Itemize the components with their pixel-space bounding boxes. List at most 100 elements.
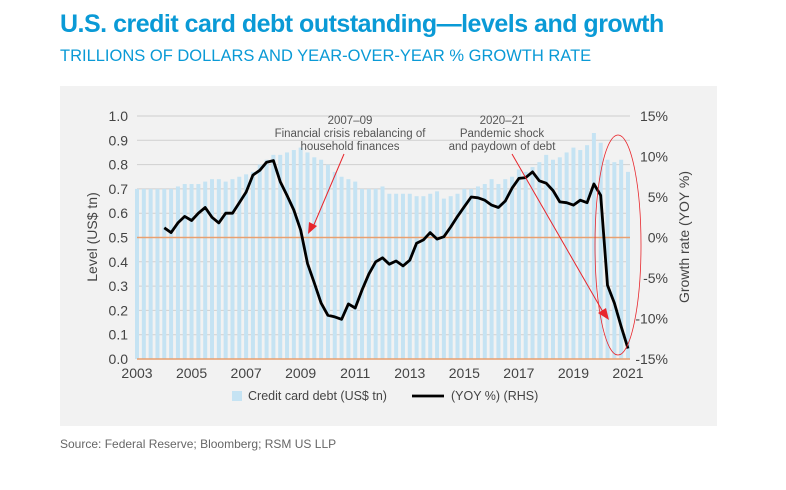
annotation-2-line-2: Pandemic shock: [460, 128, 545, 140]
bar: [605, 159, 610, 359]
bar: [210, 179, 215, 359]
bar: [203, 181, 208, 359]
bar: [407, 193, 412, 359]
y-tick-label: 0.0: [109, 351, 129, 367]
x-tick-label: 2013: [394, 365, 425, 381]
bar: [373, 188, 378, 359]
bar: [612, 162, 617, 359]
annotation-1-line-1: 2007–09: [328, 115, 373, 127]
bar: [353, 181, 358, 359]
bar: [230, 179, 235, 359]
bar: [414, 196, 419, 359]
bar: [435, 191, 440, 359]
bar: [169, 188, 174, 359]
x-tick-label: 2015: [449, 365, 480, 381]
bar: [571, 147, 576, 359]
bar: [462, 188, 467, 359]
annotation-1-arrow: [312, 153, 345, 228]
bar: [380, 186, 385, 359]
bar: [475, 186, 480, 359]
y2-tick-label: -5%: [643, 270, 668, 286]
bar: [332, 171, 337, 359]
x-tick-label: 2021: [612, 365, 643, 381]
legend-bar-label: Credit card debt (US$ tn): [248, 389, 387, 403]
bar: [162, 188, 167, 359]
bar: [360, 188, 365, 359]
bar: [346, 179, 351, 359]
chart-subtitle: TRILLIONS OF DOLLARS AND YEAR-OVER-YEAR …: [60, 47, 592, 65]
x-tick-label: 2005: [176, 365, 207, 381]
bar: [537, 162, 542, 359]
y2-tick-label: -10%: [635, 311, 668, 327]
highlight-ellipse: [594, 134, 642, 356]
y2-tick-label: -15%: [635, 351, 668, 367]
bar: [312, 157, 317, 359]
bar: [544, 154, 549, 359]
bar: [564, 152, 569, 359]
y2-tick-label: 0%: [648, 230, 668, 246]
bar: [441, 198, 446, 359]
bar: [455, 193, 460, 359]
bar: [598, 142, 603, 359]
bar: [189, 184, 194, 359]
bar: [626, 171, 630, 359]
x-tick-label: 2011: [340, 365, 370, 381]
y-tick-label: 1.0: [109, 108, 129, 124]
bar: [591, 133, 596, 359]
bar: [482, 184, 487, 359]
bar: [530, 167, 535, 359]
bar: [394, 193, 399, 359]
bar: [250, 171, 255, 359]
annotation-1-line-3: household finances: [300, 141, 399, 153]
y-tick-label: 0.5: [109, 230, 129, 246]
bar: [298, 147, 303, 359]
bar: [448, 196, 453, 359]
bar: [387, 193, 392, 359]
bar: [135, 188, 139, 359]
annotation-2-line-3: and paydown of debt: [449, 141, 557, 153]
bar: [400, 193, 405, 359]
bar: [585, 145, 590, 359]
y-tick-label: 0.4: [109, 254, 129, 270]
y-tick-label: 0.8: [109, 157, 129, 173]
bar: [619, 159, 624, 359]
bar: [557, 157, 562, 359]
y2-tick-label: 5%: [648, 189, 668, 205]
bar: [421, 196, 426, 359]
x-tick-label: 2003: [121, 365, 152, 381]
bar: [496, 184, 501, 359]
bar: [271, 154, 276, 359]
chart-title: U.S. credit card debt outstanding—levels…: [60, 10, 664, 38]
bar: [516, 169, 521, 359]
annotation-2-arrowhead: [598, 308, 609, 320]
y-tick-label: 0.2: [109, 302, 129, 318]
x-tick-label: 2009: [285, 365, 316, 381]
annotation-1-arrowhead: [308, 222, 317, 234]
bar: [244, 174, 249, 359]
bar: [175, 186, 180, 359]
bar: [339, 176, 344, 359]
bar: [216, 179, 221, 359]
bar: [578, 150, 583, 359]
bar: [223, 181, 228, 359]
tick-labels: 0.0 0.1 0.2 0.3 0.4 0.5 0.6 0.7 0.8 0.9 1.0 -15% -10…: [109, 108, 668, 381]
y-tick-label: 0.6: [109, 205, 129, 221]
legend-line-label: (YOY %) (RHS): [451, 389, 538, 403]
bar: [237, 176, 242, 359]
bar: [469, 188, 474, 359]
legend-bar-swatch: [232, 391, 242, 401]
bar: [278, 154, 283, 359]
bar: [510, 176, 515, 359]
bar: [503, 179, 508, 359]
bar: [285, 152, 290, 359]
bar: [291, 150, 296, 359]
y-tick-label: 0.9: [109, 132, 129, 148]
y2-tick-label: 15%: [640, 108, 668, 124]
bar: [196, 184, 201, 359]
bar: [182, 184, 187, 359]
annotation-1-line-2: Financial crisis rebalancing of: [275, 128, 427, 140]
bar: [155, 188, 160, 359]
y-tick-label: 0.1: [109, 327, 129, 343]
x-tick-label: 2017: [503, 365, 534, 381]
